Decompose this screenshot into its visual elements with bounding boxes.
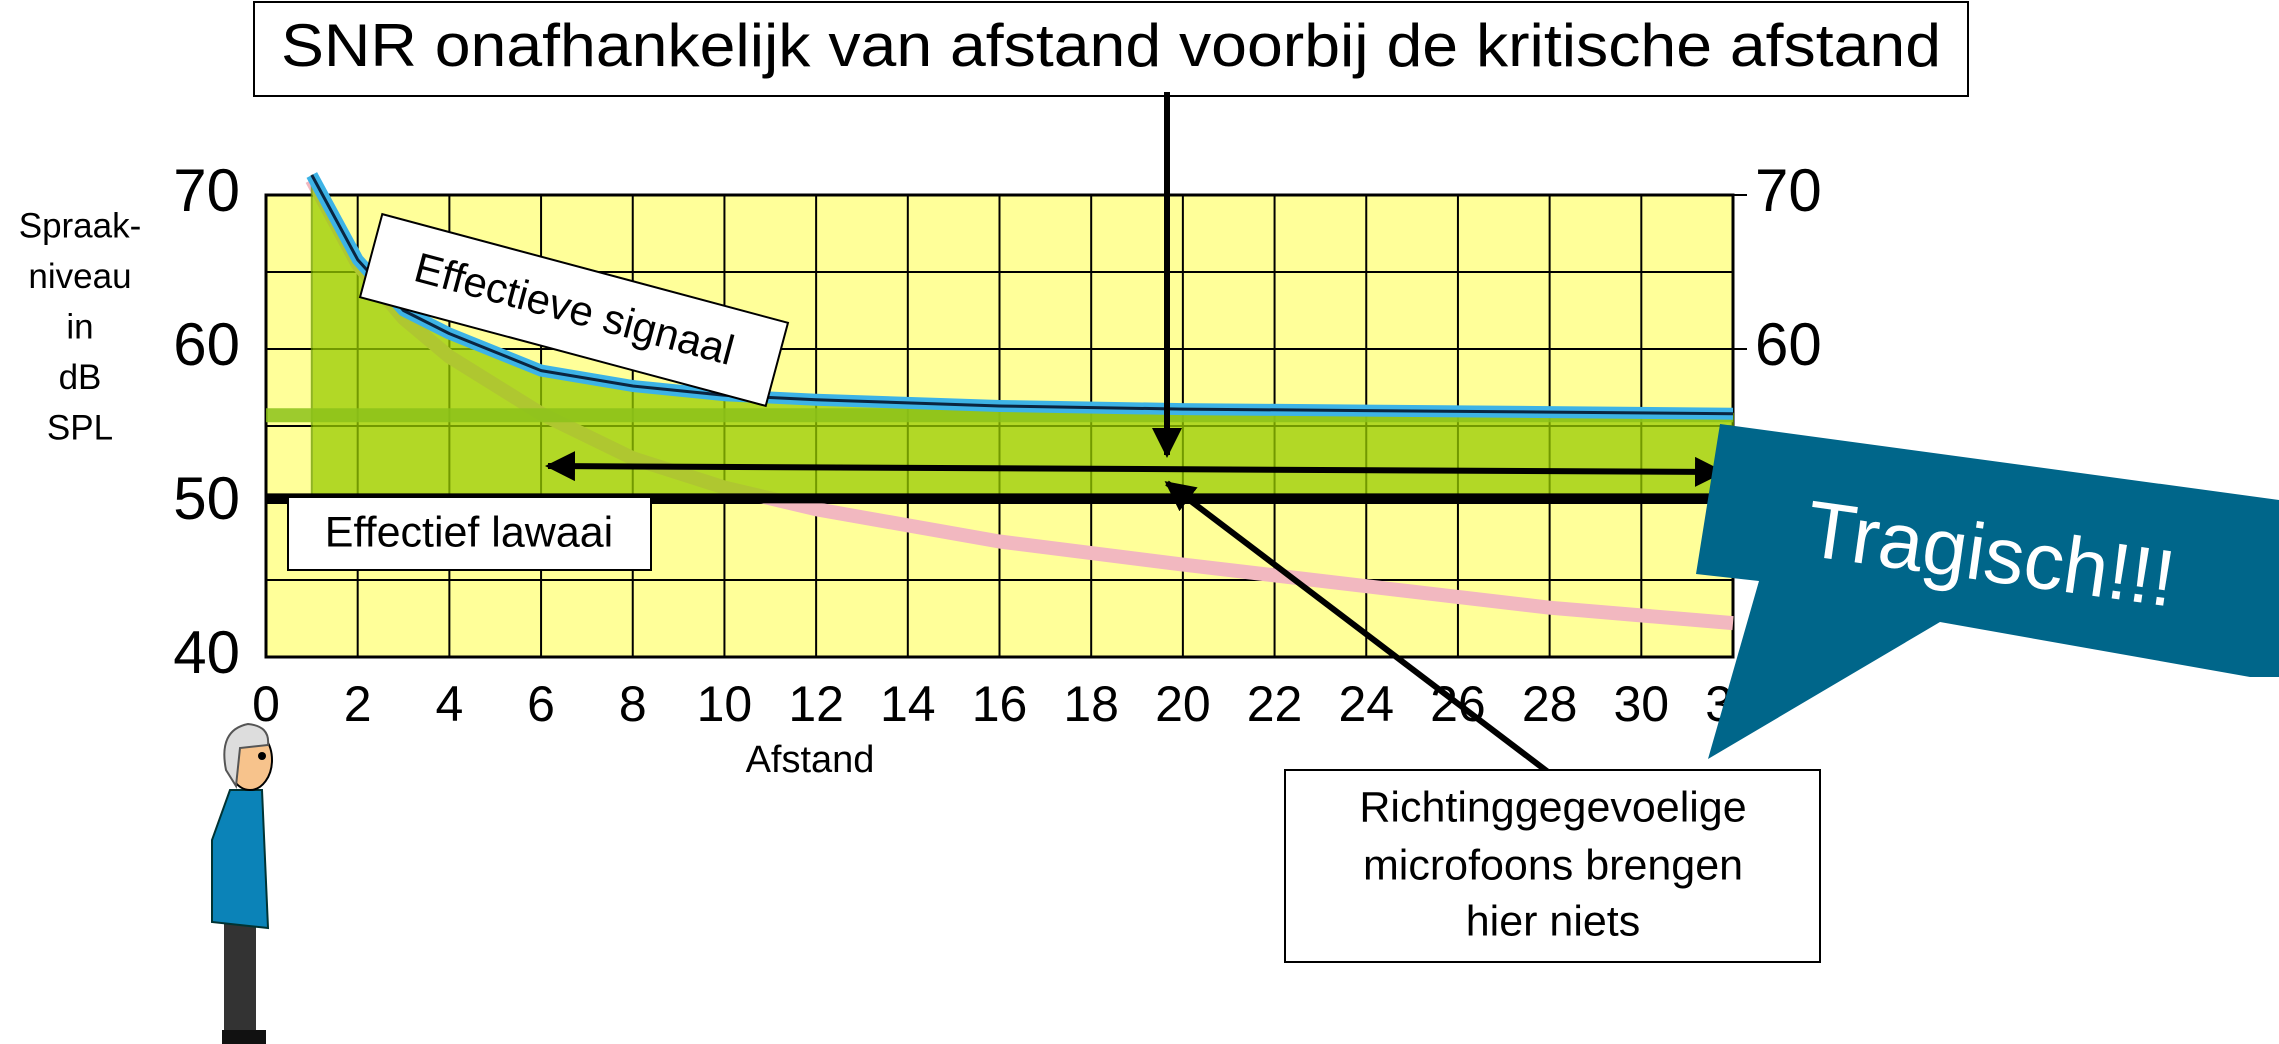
arrow xyxy=(545,451,1725,487)
x-tick-label: 24 xyxy=(1338,676,1394,732)
y-tick-label: 70 xyxy=(173,157,240,224)
person xyxy=(211,722,273,1044)
x-tick-label: 12 xyxy=(788,676,844,732)
body xyxy=(211,789,270,930)
y-axis-label: Spraak- xyxy=(19,206,142,245)
x-axis-label: Afstand xyxy=(746,739,875,781)
annotation: microfoons brengen xyxy=(1363,841,1743,889)
label-box xyxy=(1284,769,1821,963)
x-tick-label: 30 xyxy=(1614,676,1670,732)
x-tick-label: 0 xyxy=(252,676,280,732)
y-axis-label: dB xyxy=(59,358,102,397)
chart-title: SNR onafhankelijk van afstand voorbij de… xyxy=(281,12,1941,79)
hair xyxy=(223,722,270,789)
y-axis-label: in xyxy=(66,307,93,346)
eye xyxy=(258,752,266,760)
x-tick-label: 2 xyxy=(344,676,372,732)
y2-tick-label: 70 xyxy=(1755,157,1822,224)
y-axis-label: niveau xyxy=(28,257,131,296)
y2-tick-label: 60 xyxy=(1755,311,1822,378)
x-tick-label: 6 xyxy=(527,676,555,732)
x-tick-label: 8 xyxy=(619,676,647,732)
x-tick-label: 20 xyxy=(1155,676,1211,732)
title-box xyxy=(253,1,1969,97)
callout xyxy=(1696,424,2279,759)
annotation: Richtinggegevoelige xyxy=(1359,783,1746,831)
x-tick-label: 14 xyxy=(880,676,936,732)
arrow xyxy=(1164,480,1550,775)
x-tick-label: 16 xyxy=(972,676,1028,732)
y-tick-label: 40 xyxy=(173,619,240,686)
x-tick-label: 10 xyxy=(697,676,753,732)
annotation: hier niets xyxy=(1466,897,1640,945)
annotation: Effectief lawaai xyxy=(325,508,613,556)
x-tick-label: 22 xyxy=(1247,676,1303,732)
x-tick-label: 18 xyxy=(1063,676,1119,732)
shoe xyxy=(222,1030,266,1044)
legs xyxy=(224,915,256,1035)
overlay: SNR onafhankelijk van afstand voorbij de… xyxy=(211,1,2279,1044)
label-box xyxy=(358,212,790,408)
label-box xyxy=(287,496,652,571)
y-tick-label: 50 xyxy=(173,465,240,532)
x-tick-label: 4 xyxy=(435,676,463,732)
y-axis-label: SPL xyxy=(47,408,113,447)
x-tick-label: 28 xyxy=(1522,676,1578,732)
y-tick-label: 60 xyxy=(173,311,240,378)
